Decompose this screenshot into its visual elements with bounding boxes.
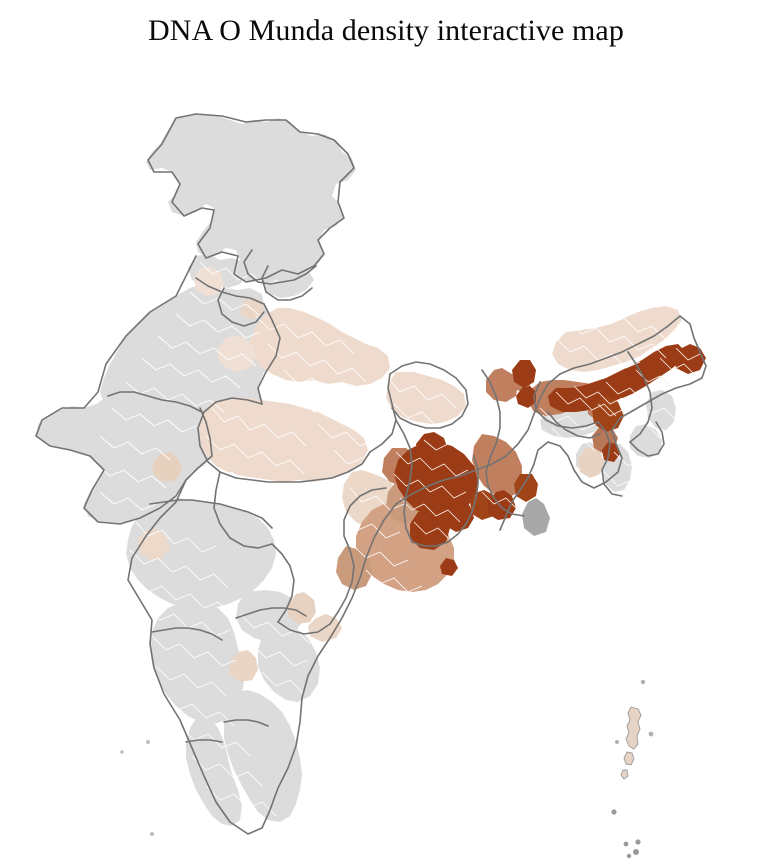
- region-jharkhand-core[interactable]: [394, 442, 478, 518]
- region-uttar-pradesh[interactable]: [250, 308, 390, 386]
- region-kerala[interactable]: [186, 716, 242, 826]
- region-karnataka[interactable]: [150, 600, 244, 724]
- region-assam-dark-dot[interactable]: [602, 442, 620, 462]
- region-rajasthan[interactable]: [100, 284, 284, 418]
- region-nagaland[interactable]: [646, 390, 676, 430]
- region-sundarbans-nodata[interactable]: [522, 498, 550, 536]
- region-punjab-patch[interactable]: [194, 266, 224, 296]
- district-boundaries: [95, 261, 681, 817]
- map-canvas[interactable]: [0, 52, 772, 866]
- region-mayurbhanj[interactable]: [410, 510, 450, 550]
- district-boundaries-hotspot: [393, 347, 701, 541]
- region-west-bengal-central[interactable]: [472, 434, 522, 498]
- region-gujarat[interactable]: [36, 390, 212, 524]
- region-tamilnadu[interactable]: [224, 690, 302, 822]
- page-title: DNA O Munda density interactive map: [148, 14, 624, 47]
- region-andhra[interactable]: [258, 622, 320, 702]
- region-karnataka-patch[interactable]: [230, 650, 258, 682]
- region-andaman-nicobar[interactable]: [611, 679, 654, 859]
- region-rajasthan-east-patch[interactable]: [218, 336, 256, 372]
- region-jammu-kashmir[interactable]: [146, 114, 356, 282]
- region-odisha-dark-dot[interactable]: [440, 558, 458, 576]
- region-wb-coastal[interactable]: [514, 474, 538, 502]
- india-choropleth-svg[interactable]: [0, 52, 772, 866]
- region-gujarat-se-patch[interactable]: [152, 452, 182, 482]
- region-telangana-patch[interactable]: [288, 592, 316, 624]
- region-north-bengal[interactable]: [486, 368, 518, 402]
- state-boundaries: [35, 113, 707, 835]
- island-lakshadweep-1[interactable]: [146, 740, 150, 744]
- region-maharashtra[interactable]: [126, 498, 276, 610]
- island-lakshadweep-3[interactable]: [150, 832, 154, 836]
- island-lakshadweep-2[interactable]: [120, 750, 124, 754]
- region-darjeeling[interactable]: [512, 360, 536, 388]
- region-tripura[interactable]: [578, 446, 604, 478]
- region-siliguri-corridor[interactable]: [516, 386, 536, 408]
- region-meghalaya[interactable]: [540, 408, 602, 438]
- title-bar: DNA O Munda density interactive map: [0, 0, 772, 62]
